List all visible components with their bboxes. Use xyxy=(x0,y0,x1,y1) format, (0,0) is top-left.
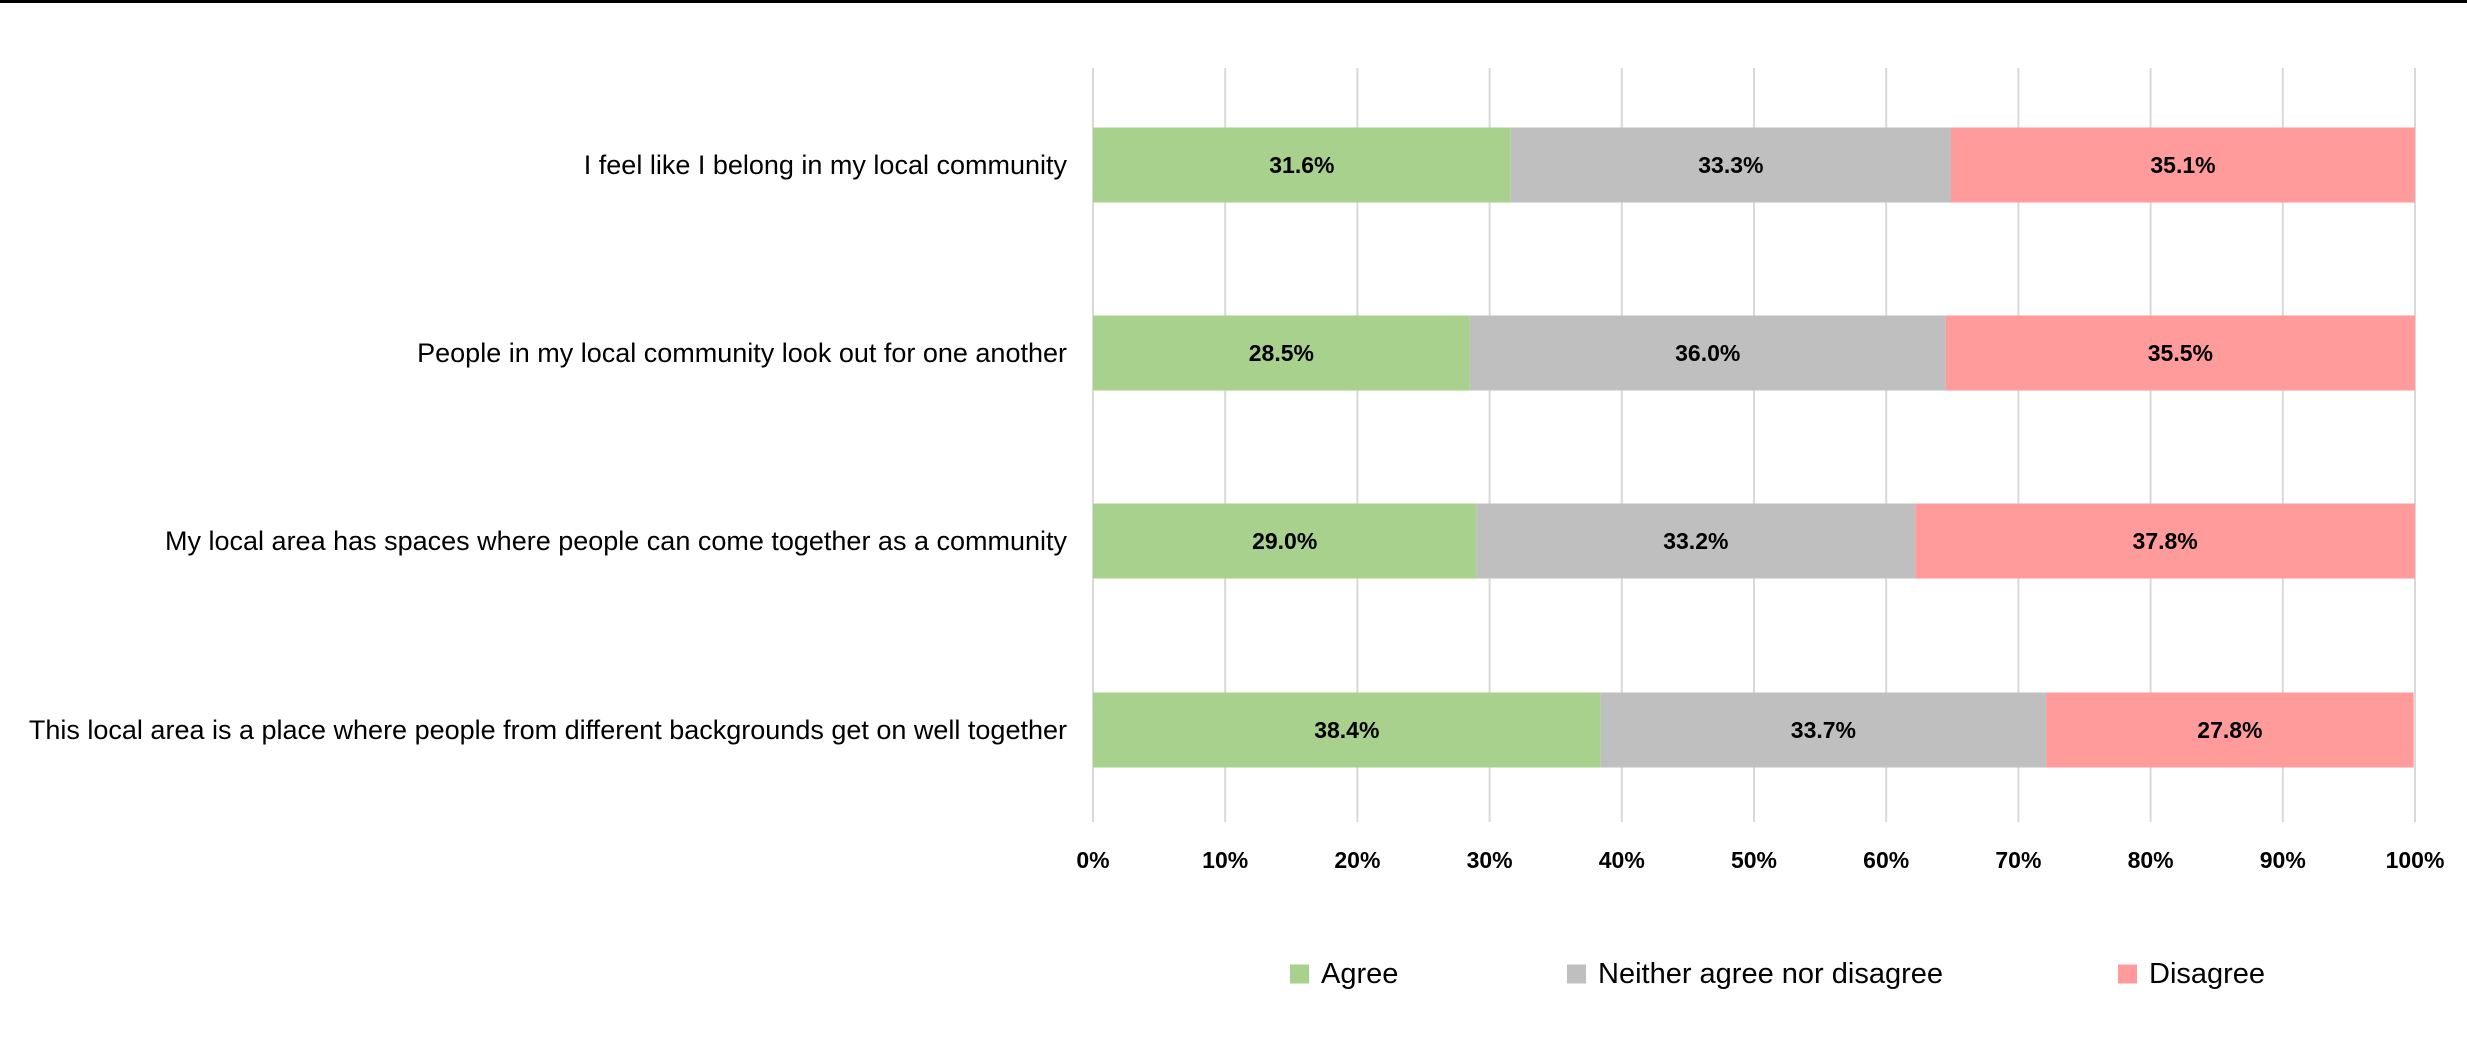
bar-disagree-row-4 xyxy=(2046,692,2414,768)
data-label-agree-row-4: 38.4% xyxy=(1314,717,1379,743)
bar-neither-agree-nor-disagree-row-2 xyxy=(1469,315,1946,391)
x-tick-label-80: 80% xyxy=(2128,847,2174,873)
bar-disagree-row-1 xyxy=(1950,127,2415,203)
bar-agree-row-2 xyxy=(1093,315,1470,391)
bar-agree-row-1 xyxy=(1093,127,1511,203)
data-label-agree-row-1: 31.6% xyxy=(1269,152,1334,178)
bar-neither-agree-nor-disagree-row-4 xyxy=(1600,692,2047,768)
data-label-neither-agree-nor-disagree-row-4: 33.7% xyxy=(1791,717,1856,743)
data-label-agree-row-3: 29.0% xyxy=(1252,528,1317,554)
legend-label-agree: Agree xyxy=(1321,958,1398,990)
legend-swatch-disagree xyxy=(2118,964,2137,984)
data-label-neither-agree-nor-disagree-row-1: 33.3% xyxy=(1698,152,1763,178)
x-tick-label-10: 10% xyxy=(1202,847,1248,873)
legend-swatch-neither-agree-nor-disagree xyxy=(1567,964,1586,984)
x-axis-tick-labels: 0% 10% 20% 30% 40% 50% 60% 70% 80% 90% 100% xyxy=(1076,847,2444,873)
data-label-neither-agree-nor-disagree-row-3: 33.2% xyxy=(1663,528,1728,554)
category-label-row-4: This local area is a place where people … xyxy=(29,715,1067,745)
bar-neither-agree-nor-disagree-row-3 xyxy=(1476,503,1916,579)
data-label-disagree-row-2: 35.5% xyxy=(2148,340,2213,366)
data-label-neither-agree-nor-disagree-row-2: 36.0% xyxy=(1675,340,1740,366)
data-label-disagree-row-1: 35.1% xyxy=(2150,152,2215,178)
category-labels: I feel like I belong in my local communi… xyxy=(29,150,1068,745)
bar-disagree-row-3 xyxy=(1915,503,2415,579)
legend-label-disagree: Disagree xyxy=(2149,958,2265,990)
x-tick-label-40: 40% xyxy=(1599,847,1645,873)
top-border-line xyxy=(0,0,2467,3)
x-tick-label-60: 60% xyxy=(1863,847,1909,873)
bar-disagree-row-2 xyxy=(1945,315,2415,391)
x-tick-label-90: 90% xyxy=(2260,847,2306,873)
legend: Agree Neither agree nor disagree Disagree xyxy=(1290,958,2265,990)
data-label-disagree-row-3: 37.8% xyxy=(2133,528,2198,554)
x-tick-label-100: 100% xyxy=(2386,847,2445,873)
bar-neither-agree-nor-disagree-row-1 xyxy=(1510,127,1951,203)
data-label-disagree-row-4: 27.8% xyxy=(2197,717,2262,743)
legend-swatch-agree xyxy=(1290,964,1309,984)
category-label-row-2: People in my local community look out fo… xyxy=(417,338,1067,368)
legend-label-neither-agree-nor-disagree: Neither agree nor disagree xyxy=(1598,958,1943,990)
category-label-row-3: My local area has spaces where people ca… xyxy=(165,526,1067,556)
x-tick-label-0: 0% xyxy=(1076,847,1109,873)
category-label-row-1: I feel like I belong in my local communi… xyxy=(584,150,1068,180)
x-tick-label-20: 20% xyxy=(1334,847,1380,873)
bars: 31.6% 33.3% 35.1% 28.5% 36.0% 35.5% 29.0% 33.2%… xyxy=(1093,127,2415,768)
x-tick-label-70: 70% xyxy=(1995,847,2041,873)
data-label-agree-row-2: 28.5% xyxy=(1249,340,1314,366)
x-tick-label-50: 50% xyxy=(1731,847,1777,873)
bar-agree-row-3 xyxy=(1093,503,1477,579)
x-tick-label-30: 30% xyxy=(1467,847,1513,873)
bar-agree-row-4 xyxy=(1093,692,1601,768)
